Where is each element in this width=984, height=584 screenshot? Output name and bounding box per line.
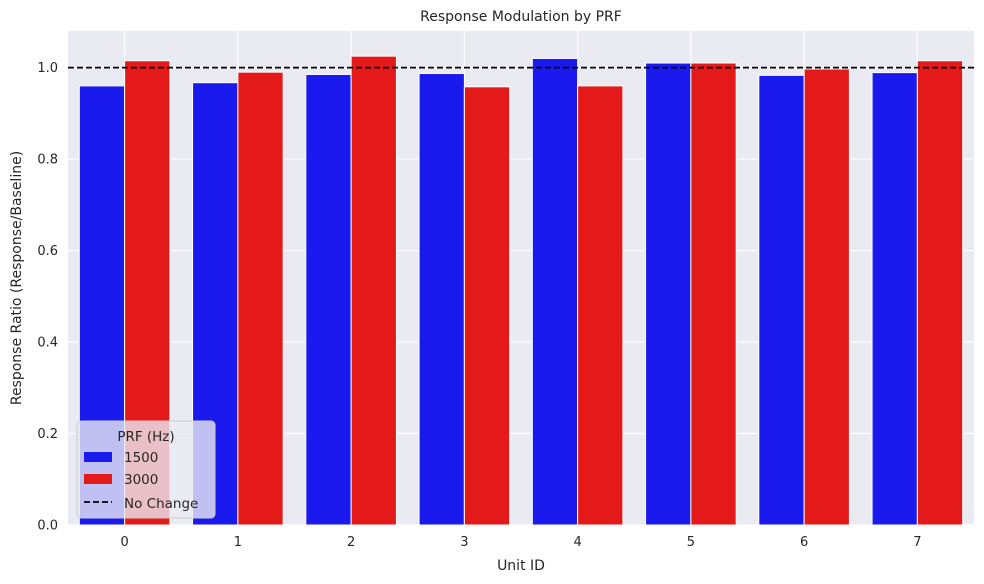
legend: PRF (Hz) 1500 3000 No Change: [76, 420, 216, 519]
x-axis-label: Unit ID: [497, 558, 545, 574]
chart-title: Response Modulation by PRF: [420, 9, 622, 25]
x-tick-label: 1: [234, 535, 242, 550]
y-tick-label: 0.6: [37, 244, 58, 259]
bar-3000-unit-4: [577, 85, 624, 526]
y-tick-label: 0.2: [37, 427, 58, 442]
x-tick-label: 0: [120, 535, 128, 550]
x-tick-label: 2: [347, 535, 355, 550]
y-tick-label: 0.0: [37, 519, 58, 534]
y-tick-labels: 0.0 0.2 0.4 0.6 0.8 1.0: [37, 61, 58, 533]
y-tick-label: 0.4: [37, 336, 58, 351]
y-tick-label: 0.8: [37, 153, 58, 168]
bar-3000-unit-7: [916, 60, 964, 526]
bar-3000-unit-1: [237, 71, 284, 526]
bar-3000-unit-6: [803, 68, 850, 526]
y-tick-label: 1.0: [37, 61, 58, 76]
bar-3000-unit-3: [463, 86, 511, 526]
legend-swatch-1500: [84, 452, 112, 462]
legend-label-no-change: No Change: [124, 496, 198, 512]
x-tick-label: 7: [913, 535, 921, 550]
bar-3000-unit-5: [690, 62, 737, 526]
bar-1500-unit-3: [418, 73, 465, 526]
bars: [78, 55, 964, 526]
legend-label-3000: 3000: [124, 472, 158, 488]
x-tick-label: 4: [573, 535, 581, 550]
x-tick-labels: 0 1 2 3 4 5 6 7: [120, 535, 921, 550]
bar-1500-unit-5: [645, 62, 692, 526]
bar-1500-unit-7: [871, 72, 918, 526]
y-axis-label: Response Ratio (Response/Baseline): [9, 151, 25, 405]
x-tick-label: 3: [460, 535, 468, 550]
bar-1500-unit-2: [305, 73, 352, 526]
bar-3000-unit-2: [350, 55, 397, 526]
x-tick-label: 6: [800, 535, 808, 550]
legend-box: [76, 420, 216, 519]
bar-1500-unit-4: [531, 57, 579, 526]
x-tick-label: 5: [687, 535, 695, 550]
legend-title: PRF (Hz): [117, 429, 174, 445]
legend-swatch-3000: [84, 474, 112, 484]
bar-1500-unit-6: [758, 74, 805, 526]
legend-label-1500: 1500: [124, 450, 158, 466]
